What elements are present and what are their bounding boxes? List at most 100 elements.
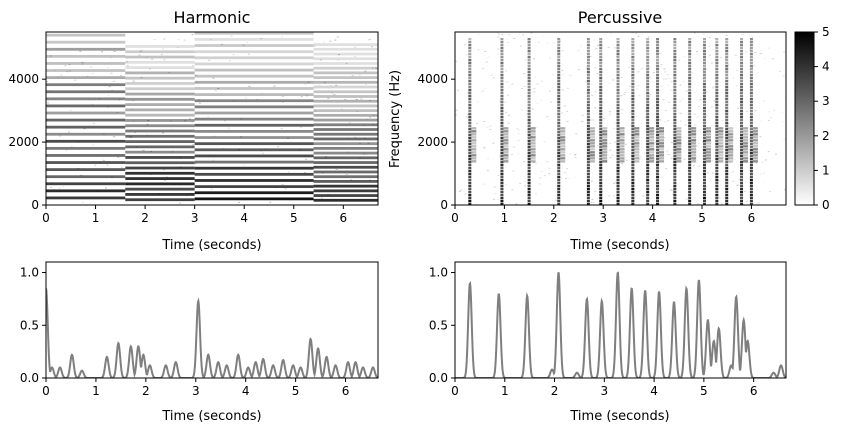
- onset-band-segment: [715, 104, 719, 107]
- spectral-noise: [68, 131, 71, 133]
- onset-band-segment: [631, 125, 635, 128]
- onset-band-segment: [602, 151, 608, 154]
- onset-band-segment: [725, 44, 729, 47]
- onset-band-segment: [656, 137, 660, 140]
- onset-band-segment: [688, 197, 692, 200]
- spectral-noise: [665, 78, 668, 80]
- onset-band-segment: [527, 131, 531, 134]
- spectral-noise: [541, 35, 544, 37]
- onset-band-segment: [715, 149, 719, 152]
- harmonic-onset-line: [46, 288, 378, 378]
- onset-band-segment: [500, 62, 504, 65]
- onset-band-segment: [740, 185, 744, 188]
- x-tick-label: 5: [290, 211, 298, 225]
- onset-band-segment: [749, 68, 753, 71]
- spectral-noise: [644, 129, 647, 131]
- spectral-noise: [372, 124, 375, 126]
- spectral-noise: [118, 99, 121, 101]
- onset-band-segment: [740, 98, 744, 101]
- spectral-noise: [306, 95, 309, 97]
- harmonic-onset-panel: 0 1 2 3 4 5 60.00.51.0 Time (seconds): [20, 261, 379, 424]
- harmonic-partial: [313, 90, 378, 94]
- spectral-noise: [685, 198, 688, 200]
- spectral-noise: [62, 186, 65, 188]
- onset-band-segment: [503, 154, 509, 157]
- x-tick-label: 1: [92, 211, 100, 225]
- onset-band-segment: [599, 134, 603, 137]
- onset-band-segment: [616, 179, 620, 182]
- spectral-noise: [749, 49, 752, 51]
- onset-band-segment: [468, 128, 472, 131]
- spectral-noise: [735, 138, 738, 140]
- onset-band-segment: [500, 164, 504, 167]
- spectral-noise: [540, 170, 543, 172]
- spectral-noise: [574, 154, 577, 156]
- onset-band-segment: [715, 191, 719, 194]
- onset-band-segment: [702, 131, 706, 134]
- colorbar-tick-label: 1: [822, 163, 830, 177]
- onset-band-segment: [527, 95, 531, 98]
- harmonic-partial: [194, 191, 314, 195]
- onset-band-segment: [702, 173, 706, 176]
- onset-band-segment: [468, 182, 472, 185]
- onset-band-segment: [702, 149, 706, 152]
- onset-band-segment: [646, 116, 650, 119]
- spectral-noise: [91, 103, 94, 105]
- onset-band-segment: [599, 200, 603, 203]
- onset-band-segment: [673, 83, 677, 86]
- spectral-noise: [711, 62, 714, 64]
- onset-band-segment: [673, 149, 677, 152]
- spectral-noise: [314, 110, 317, 112]
- spectral-noise: [708, 37, 711, 39]
- onset-band-segment: [749, 110, 753, 113]
- spectral-noise: [693, 137, 696, 139]
- harmonic-partial: [313, 80, 378, 84]
- harmonic-partial: [125, 45, 195, 48]
- onset-band-segment: [688, 68, 692, 71]
- harmonic-partial: [313, 132, 378, 136]
- harmonic-partial: [125, 166, 195, 170]
- onset-band-segment: [468, 200, 472, 203]
- onset-band-segment: [705, 145, 711, 148]
- spectral-noise: [683, 158, 686, 160]
- spectral-noise: [614, 141, 617, 143]
- spectral-noise: [354, 46, 357, 48]
- onset-band-segment: [743, 136, 749, 139]
- onset-band-segment: [725, 80, 729, 83]
- harmonic-partial: [194, 142, 314, 146]
- onset-band-segment: [649, 145, 655, 148]
- spectral-noise: [358, 74, 361, 76]
- onset-band-segment: [725, 158, 729, 161]
- onset-band-segment: [688, 188, 692, 191]
- spectral-noise: [224, 120, 227, 122]
- onset-band-segment: [471, 154, 477, 157]
- spectral-noise: [465, 148, 468, 150]
- onset-band-segment: [599, 56, 603, 59]
- spectral-noise: [762, 183, 765, 185]
- onset-band-segment: [468, 110, 472, 113]
- onset-band-segment: [656, 116, 660, 119]
- onset-band-segment: [631, 119, 635, 122]
- onset-band-segment: [743, 154, 749, 157]
- spectral-noise: [533, 88, 536, 90]
- onset-band-segment: [646, 62, 650, 65]
- onset-band-segment: [468, 65, 472, 68]
- onset-band-segment: [631, 62, 635, 65]
- onset-band-segment: [500, 41, 504, 44]
- onset-band-segment: [500, 92, 504, 95]
- onset-band-segment: [646, 119, 650, 122]
- spectral-noise: [566, 87, 569, 89]
- onset-band-segment: [688, 104, 692, 107]
- onset-band-segment: [688, 152, 692, 155]
- spectral-noise: [281, 183, 284, 185]
- onset-band-segment: [527, 185, 531, 188]
- onset-band-segment: [749, 50, 753, 53]
- onset-band-segment: [599, 146, 603, 149]
- onset-band-segment: [646, 122, 650, 125]
- onset-band-segment: [656, 71, 660, 74]
- x-tick-label: 4: [240, 211, 248, 225]
- onset-band-segment: [619, 142, 625, 145]
- onset-band-segment: [631, 41, 635, 44]
- onset-band-segment: [688, 128, 692, 131]
- spectral-noise: [248, 86, 251, 88]
